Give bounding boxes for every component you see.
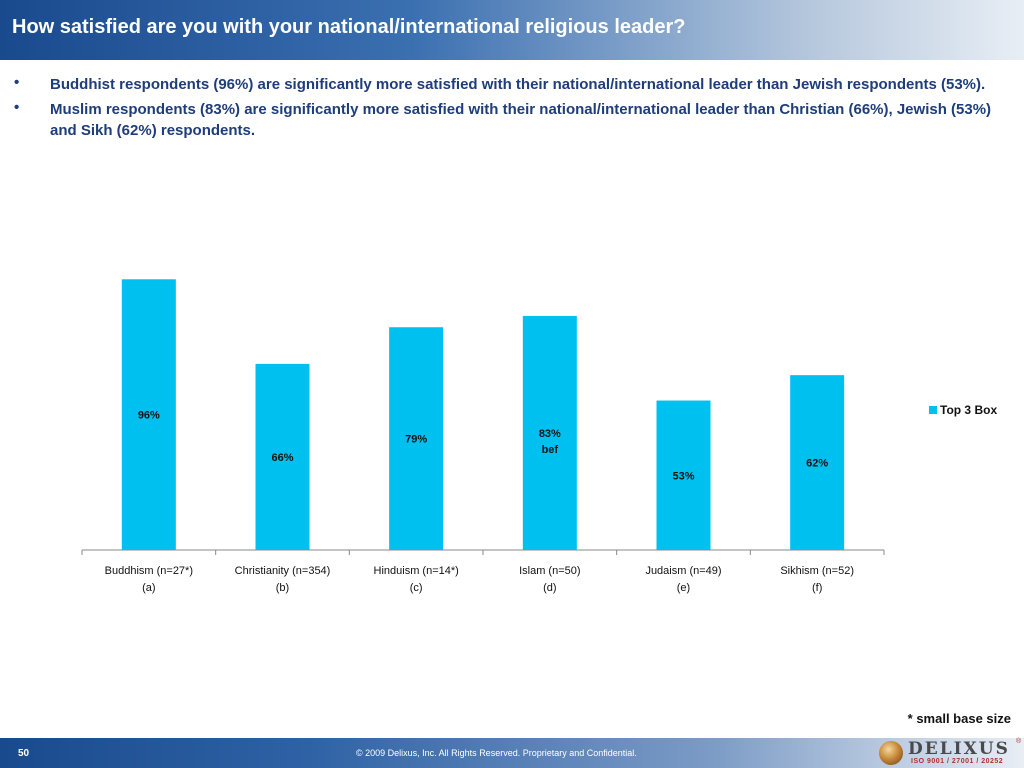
- data-label: 62%: [806, 458, 828, 470]
- bar-chart: 96% Buddhism (n=27*) (a) 66% Christianity (n…: [0, 250, 1024, 610]
- legend-swatch: [929, 406, 937, 414]
- category-letter: (b): [276, 582, 289, 594]
- data-label: 66%: [271, 452, 293, 464]
- company-logo: DELIXUS ® ISO 9001 / 27001 / 20252: [875, 738, 1024, 768]
- footnote: * small base size: [907, 711, 1011, 726]
- logo-brand: DELIXUS: [908, 739, 1010, 759]
- data-label: 96%: [138, 410, 160, 422]
- significance-label: bef: [542, 444, 559, 456]
- category-letter: (c): [410, 582, 423, 594]
- category-letter: (f): [812, 582, 822, 594]
- data-label: 79%: [405, 434, 427, 446]
- bullet-item: • Buddhist respondents (96%) are signifi…: [14, 74, 1014, 95]
- footer-bar: 50 © 2009 Delixus, Inc. All Rights Reser…: [0, 738, 1024, 768]
- category-letter: (d): [543, 582, 556, 594]
- chart-bar: [522, 315, 577, 550]
- legend-label: Top 3 Box: [940, 403, 998, 417]
- category-label: Judaism (n=49): [645, 565, 721, 577]
- page-title: How satisfied are you with your national…: [12, 16, 686, 38]
- bullet-list: • Buddhist respondents (96%) are signifi…: [14, 74, 1014, 145]
- globe-icon: [879, 741, 903, 765]
- data-label: 83%: [539, 428, 561, 440]
- bullet-item: • Muslim respondents (83%) are significa…: [14, 99, 1014, 141]
- chart-bar: [121, 279, 176, 550]
- chart-bar: [255, 363, 310, 550]
- chart-bar: [389, 327, 444, 550]
- copyright-text: © 2009 Delixus, Inc. All Rights Reserved…: [356, 748, 637, 758]
- bar-chart-svg: 96% Buddhism (n=27*) (a) 66% Christianity (n…: [81, 279, 885, 594]
- registered-mark: ®: [1016, 738, 1022, 745]
- bullet-marker: •: [14, 74, 20, 91]
- bullet-marker: •: [14, 99, 20, 116]
- category-label: Hinduism (n=14*): [374, 565, 459, 577]
- bullet-text: Buddhist respondents (96%) are significa…: [50, 76, 986, 93]
- category-label: Islam (n=50): [519, 565, 580, 577]
- category-letter: (e): [677, 582, 690, 594]
- category-label: Christianity (n=354): [235, 565, 331, 577]
- chart-bar: [656, 400, 711, 550]
- category-label: Buddhism (n=27*): [105, 565, 193, 577]
- chart-legend: Top 3 Box: [929, 403, 997, 417]
- logo-certification: ISO 9001 / 27001 / 20252: [911, 758, 1004, 765]
- bullet-text: Muslim respondents (83%) are significant…: [50, 101, 992, 139]
- chart-bar: [790, 375, 845, 550]
- data-label: 53%: [672, 470, 694, 482]
- category-label: Sikhism (n=52): [780, 565, 854, 577]
- page-number: 50: [18, 748, 30, 759]
- category-letter: (a): [142, 582, 155, 594]
- title-bar: How satisfied are you with your national…: [0, 0, 1024, 60]
